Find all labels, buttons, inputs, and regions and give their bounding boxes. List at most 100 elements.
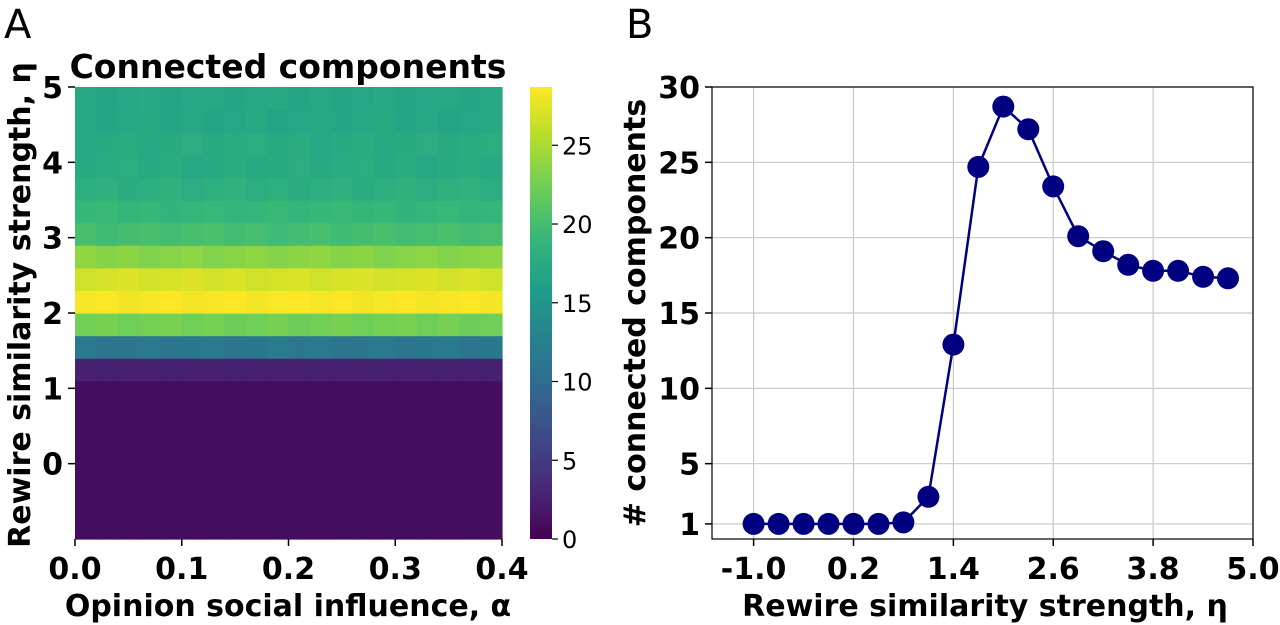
heatmap-cell [437, 200, 460, 224]
data-point [1067, 225, 1090, 248]
heatmap-cells [75, 87, 503, 540]
y-tick-label: 2 [42, 297, 63, 332]
data-point [1092, 240, 1115, 263]
heatmap-cell [331, 87, 354, 111]
colorbar-tick-label: 15 [562, 290, 593, 318]
heatmap-cell [160, 245, 183, 269]
heatmap-cell [288, 358, 311, 382]
heatmap-cell [309, 313, 332, 337]
data-point [992, 95, 1015, 118]
heatmap-cell [459, 154, 482, 178]
heatmap-cell [373, 358, 396, 382]
data-point [842, 512, 865, 535]
heatmap-cell [331, 290, 354, 314]
heatmap-cell [309, 245, 332, 269]
heatmap-y-ticks: 0 1 2 3 4 5 [42, 71, 75, 483]
data-point [1042, 175, 1065, 198]
heatmap-cell [96, 313, 119, 337]
heatmap-cell [203, 313, 226, 337]
heatmap-cell [96, 132, 119, 156]
heatmap-cell [245, 313, 268, 337]
heatmap-cell [160, 200, 183, 224]
heatmap-cell [203, 380, 226, 540]
panel-a: A Connected components 0.0 0.1 0.2 0.3 0.4 0… [3, 2, 593, 624]
data-point [892, 511, 915, 534]
heatmap-cell [395, 290, 418, 314]
heatmap-y-axis-label: Rewire similarity strength, η [3, 62, 38, 548]
heatmap-cell [96, 177, 119, 201]
heatmap-cell [309, 267, 332, 291]
heatmap-cell [160, 222, 183, 246]
heatmap-cell [75, 154, 97, 178]
heatmap-cell [373, 222, 396, 246]
heatmap-cell [267, 290, 290, 314]
heatmap-cell [75, 358, 97, 382]
heatmap-cell [96, 200, 119, 224]
data-point [942, 333, 965, 356]
heatmap-cell [352, 245, 375, 269]
heatmap-cell [224, 154, 247, 178]
heatmap-cell [75, 109, 97, 133]
heatmap-cell [459, 200, 482, 224]
heatmap-cell [224, 132, 247, 156]
heatmap-cell [181, 267, 204, 291]
heatmap-cell [416, 313, 439, 337]
data-point [1017, 118, 1040, 141]
heatmap-cell [416, 245, 439, 269]
heatmap-cell [395, 154, 418, 178]
heatmap-cell [331, 245, 354, 269]
heatmap-cell [181, 222, 204, 246]
heatmap-cell [437, 109, 460, 133]
heatmap-cell [437, 222, 460, 246]
y-tick-label: 1 [42, 372, 63, 407]
heatmap-cell [395, 222, 418, 246]
heatmap-cell [416, 87, 439, 111]
colorbar-tick-label: 25 [562, 132, 593, 160]
heatmap-cell [203, 267, 226, 291]
heatmap-cell [267, 222, 290, 246]
heatmap-cell [288, 109, 311, 133]
y-tick-label: 5 [42, 71, 63, 106]
heatmap-cell [267, 313, 290, 337]
heatmap-cell [267, 154, 290, 178]
heatmap-cell [203, 109, 226, 133]
heatmap-cell [395, 132, 418, 156]
data-point [1192, 265, 1215, 288]
heatmap-cell [352, 109, 375, 133]
heatmap-cell [309, 335, 332, 359]
heatmap-cell [437, 313, 460, 337]
heatmap-cell [181, 177, 204, 201]
heatmap-cell [459, 267, 482, 291]
heatmap-cell [352, 313, 375, 337]
heatmap-cell [373, 245, 396, 269]
heatmap-cell [373, 267, 396, 291]
heatmap-cell [245, 154, 268, 178]
y-tick-label: 10 [658, 372, 700, 407]
y-tick-label: 5 [679, 448, 700, 483]
heatmap-cell [437, 335, 460, 359]
x-tick-label: 5.0 [1226, 552, 1279, 587]
heatmap-cell [352, 358, 375, 382]
heatmap-cell [267, 200, 290, 224]
heatmap-cell [96, 109, 119, 133]
x-tick-label: 1.4 [927, 552, 980, 587]
heatmap-cell [331, 313, 354, 337]
heatmap-cell [395, 358, 418, 382]
data-point [867, 512, 890, 535]
heatmap-cell [160, 132, 183, 156]
x-tick-label: -1.0 [721, 552, 787, 587]
heatmap-cell [480, 154, 503, 178]
heatmap-cell [480, 245, 503, 269]
data-point [1117, 253, 1140, 276]
data-point [817, 512, 840, 535]
heatmap-cell [181, 313, 204, 337]
x-tick-label: 0.2 [827, 552, 880, 587]
colorbar [530, 87, 552, 539]
heatmap-cell [352, 177, 375, 201]
heatmap-cell [437, 290, 460, 314]
heatmap-cell [181, 87, 204, 111]
heatmap-cell [224, 245, 247, 269]
heatmap-cell [395, 200, 418, 224]
